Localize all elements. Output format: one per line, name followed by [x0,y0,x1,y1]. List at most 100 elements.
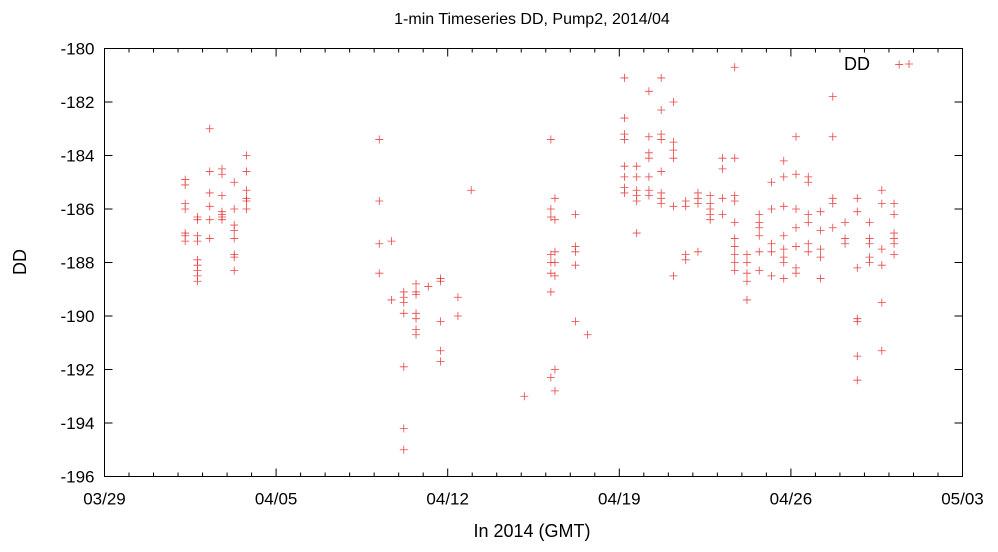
data-point [816,207,825,216]
data-point [828,223,837,232]
data-point [816,253,825,262]
data-point [669,146,678,155]
x-tick-label: 05/03 [941,490,984,509]
y-axis: -196 -194 -192 -190 -188 -186 -184 -182 -180 [60,40,963,487]
data-point [792,269,801,278]
data-point [230,266,239,275]
data-point [424,282,433,291]
data-point [657,106,666,115]
data-point [399,298,408,307]
data-point [730,63,739,72]
data-point [718,194,727,203]
data-point [571,247,580,256]
data-point [571,317,580,326]
data-point [779,202,788,211]
data-point [877,245,886,254]
data-point [706,215,715,224]
data-point [181,237,190,246]
data-point [779,258,788,267]
y-tick-label: -184 [60,147,94,166]
data-point [620,114,629,123]
y-tick-label: -190 [60,307,94,326]
plot-frame [104,48,963,477]
data-point [730,266,739,275]
data-point [767,178,776,187]
data-point [877,261,886,270]
data-point [620,162,629,171]
data-point [375,196,384,205]
data-point [375,239,384,248]
data-point [779,172,788,181]
data-point [546,373,555,382]
data-point [242,167,251,176]
data-point [632,196,641,205]
data-point [779,231,788,240]
data-point [742,258,751,267]
data-point [767,205,776,213]
data-point [546,250,555,259]
data-point [644,172,653,181]
data-point [681,255,690,264]
data-point [550,271,559,280]
y-tick-label: -192 [60,361,94,380]
data-point [550,194,559,203]
data-point [632,162,641,171]
data-point [546,205,555,213]
data-point [230,234,239,243]
data-point [399,424,408,433]
data-point [644,191,653,200]
data-point [436,357,445,366]
data-point [730,154,739,163]
data-point [865,239,874,248]
data-point [804,239,813,248]
data-point [730,258,739,267]
data-point [816,226,825,235]
data-point [217,191,226,200]
data-point [242,205,251,213]
x-axis-label: In 2014 (GMT) [473,521,590,541]
data-point [718,210,727,219]
data-point [632,229,641,238]
data-point [877,199,886,208]
data-point [779,274,788,283]
data-point [399,362,408,371]
data-point [550,215,559,224]
data-point [693,199,702,208]
data-point [804,218,813,227]
x-axis: 03/29 04/05 04/12 04/19 04/26 05/03 [83,48,984,509]
data-point [230,253,239,262]
data-point [657,73,666,82]
data-point [620,172,629,181]
data-point [816,274,825,283]
y-tick-label: -188 [60,254,94,273]
data-point [730,196,739,205]
data-point [193,215,202,224]
data-point [792,205,801,213]
data-point [890,199,899,208]
data-point [205,202,214,211]
data-point [742,295,751,304]
data-point [792,132,801,141]
legend-marker-plus [905,60,913,68]
data-point [828,92,837,101]
data-point [853,207,862,216]
data-point [205,167,214,176]
data-point [242,151,251,160]
data-point [467,186,476,195]
data-point [205,188,214,197]
data-point [453,312,462,320]
data-point [767,271,776,280]
data-point [644,87,653,96]
data-point [657,199,666,208]
x-tick-label: 04/26 [770,490,813,509]
data-point [242,186,251,195]
y-tick-label: -182 [60,93,94,112]
data-point [730,218,739,227]
data-point [571,261,580,270]
data-point [412,290,421,299]
data-point [841,239,850,248]
chart-title: 1-min Timeseries DD, Pump2, 2014/04 [394,11,670,28]
data-point [853,317,862,326]
data-point [387,295,396,304]
